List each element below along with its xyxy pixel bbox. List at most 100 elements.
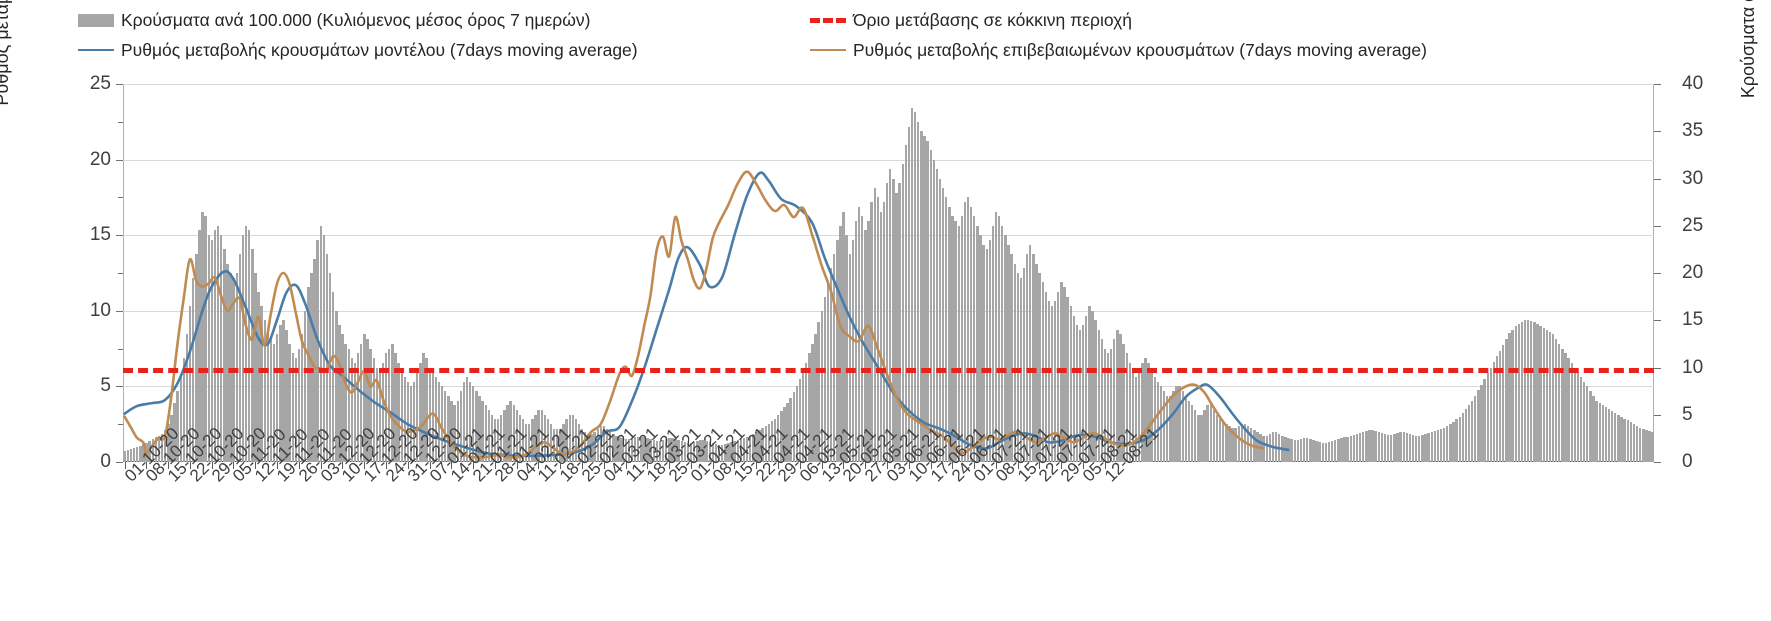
y-axis-right-tick-mark [1654,273,1661,274]
bar [332,291,335,462]
bar [251,249,254,462]
y-axis-left-tick-label: 25 [89,73,111,94]
bar [344,343,347,462]
bar [1408,433,1412,462]
bar [1302,438,1306,462]
bar [263,320,266,462]
bar [1016,273,1020,462]
bar [630,438,634,462]
bar [394,353,397,462]
bar [1498,350,1502,462]
bar [375,367,378,462]
bar [157,435,161,462]
bar [1141,362,1144,462]
bar [823,296,827,462]
bar [699,440,702,462]
bar [459,391,463,462]
x-axis-tick-mark [1061,462,1063,469]
bar [1293,440,1296,462]
x-axis-tick-mark [560,462,562,469]
legend-item-confirmed-line[interactable]: Ρυθμός μεταβολής επιβεβαιωμένων κρουσμάτ… [810,38,1427,62]
bar [546,419,550,462]
bar [1511,329,1514,462]
bar [929,150,932,462]
bar [1551,334,1555,462]
bar [920,131,923,462]
bar [347,348,350,462]
bar [1343,437,1346,462]
bar [780,410,783,462]
bar [496,419,500,462]
bar [1053,301,1057,462]
bar [1405,432,1408,462]
bar [126,449,130,462]
bar [1362,431,1365,462]
dashed-line-swatch-icon [810,17,846,23]
legend-label-model-line: Ρυθμός μεταβολής κρουσμάτων μοντέλου (7d… [121,40,638,60]
bar [742,438,746,462]
x-axis-tick-mark [669,462,671,469]
bar [674,439,677,462]
bar [1480,384,1483,462]
x-axis-tick-mark [342,462,344,469]
bar [1091,310,1094,462]
bar [462,381,466,462]
legend-item-threshold[interactable]: Όριο μετάβασης σε κόκκινη περιοχή [810,8,1132,32]
bar [733,441,736,462]
bar [997,216,1001,462]
x-axis-tick-mark [407,462,409,469]
legend-item-model-line[interactable]: Ρυθμός μεταβολής κρουσμάτων μοντέλου (7d… [78,38,638,62]
bar [668,438,671,462]
y-axis-left-title: Ρυθμός μεταβολής κρουσμάτων [0,0,13,128]
bar [655,441,659,462]
bar [381,362,385,462]
bar [1237,426,1240,462]
bar [1340,438,1343,462]
x-axis-tick-mark [429,462,431,469]
bar [1122,343,1125,462]
bar [1632,424,1636,462]
bar [400,372,403,462]
gridline [123,84,1654,85]
x-axis-tick-mark [778,462,780,469]
legend-item-bars[interactable]: Κρούσματα ανά 100.000 (Κυλιόμενος μέσος … [78,8,590,32]
bar [1228,426,1231,462]
bar [1614,412,1617,462]
x-axis-tick-mark [211,462,213,469]
bar [1309,439,1312,462]
bar [1200,414,1203,462]
x-axis-tick-mark [930,462,932,469]
bar [926,140,929,462]
bar [923,135,926,462]
bar [220,235,223,462]
bar [356,353,360,462]
bar [941,187,945,462]
bar [633,437,637,462]
bar [1312,440,1315,462]
bar [792,392,795,462]
bar [257,291,260,462]
bar [957,225,960,462]
y-axis-right-tick-label: 30 [1682,167,1704,189]
bar [310,273,313,462]
bar [1290,439,1293,462]
bar [319,225,322,462]
bar [269,339,273,462]
bar [1001,225,1004,462]
bar [1330,441,1334,462]
x-axis-tick-mark [756,462,758,469]
confirmed-growth-line [123,170,1265,459]
bar [188,306,192,462]
bar [1595,400,1598,462]
y-axis-right-tick-mark [1654,414,1661,416]
bar [1346,436,1349,462]
chart-legend: Κρούσματα ανά 100.000 (Κυλιόμενος μέσος … [0,0,1771,66]
bar [945,197,948,462]
bar [973,216,976,462]
bar [1007,244,1010,462]
bar [811,343,814,462]
bar [1424,433,1427,462]
bar [1072,315,1076,462]
y-axis-right-tick-mark [1654,178,1661,180]
gridline [123,235,1654,237]
